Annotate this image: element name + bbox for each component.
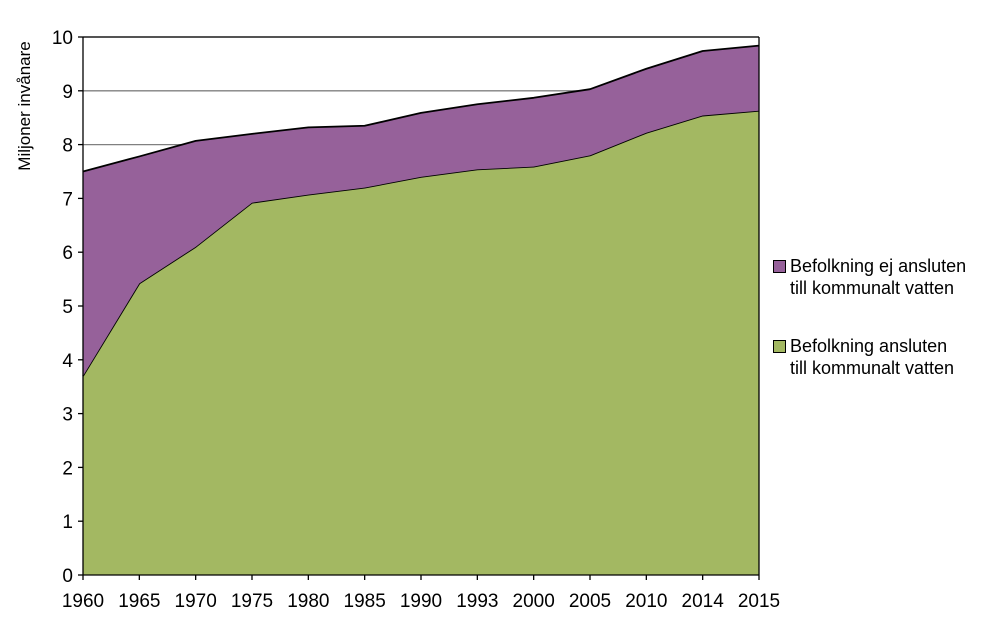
y-axis-label: Miljoner invånare [15, 41, 34, 170]
x-tick-label: 1975 [231, 591, 273, 612]
legend-item-ansluten: Befolkning ansluten till kommunalt vatte… [773, 335, 1003, 379]
x-tick-label: 1985 [344, 591, 386, 612]
x-tick-label: 2014 [682, 591, 725, 612]
x-tick-label: 2010 [625, 591, 667, 612]
x-tick-label: 2005 [569, 591, 611, 612]
y-tick-label: 5 [62, 297, 73, 318]
area-layer [82, 44, 760, 576]
y-tick-label: 0 [62, 566, 73, 587]
x-tick-label: 1970 [175, 591, 217, 612]
y-tick-labels: 0 1 2 3 4 5 6 7 8 9 10 [52, 28, 74, 587]
axes [78, 36, 760, 580]
x-tick-labels: 1960 1965 1970 1975 1980 1985 1990 1993 2000 2005… [62, 591, 780, 612]
x-tick-label: 2015 [738, 591, 780, 612]
x-tick-label: 1965 [118, 591, 160, 612]
y-tick-label: 3 [62, 405, 73, 426]
y-tick-label: 6 [62, 243, 73, 264]
y-tick-label: 1 [62, 512, 73, 533]
y-tick-label: 10 [52, 28, 73, 49]
y-tick-label: 9 [62, 82, 73, 103]
legend-swatch-ej-ansluten [773, 260, 786, 273]
legend-label-ansluten: Befolkning ansluten till kommunalt vatte… [790, 336, 955, 378]
x-tick-label: 1993 [456, 591, 498, 612]
area-series-0 [83, 110, 759, 576]
x-tick-label: 1960 [62, 591, 104, 612]
y-tick-label: 7 [62, 189, 73, 210]
y-tick-label: 4 [62, 351, 73, 372]
y-tick-label: 2 [62, 458, 73, 479]
y-tick-label: 8 [62, 136, 73, 157]
x-tick-label: 1980 [287, 591, 329, 612]
legend: Befolkning ej ansluten till kommunalt va… [773, 255, 1003, 415]
x-tick-label: 1990 [400, 591, 442, 612]
legend-label-ej-ansluten: Befolkning ej ansluten till kommunalt va… [790, 256, 967, 298]
x-tick-label: 2000 [513, 591, 555, 612]
area-series-1 [83, 45, 759, 376]
legend-item-ej-ansluten: Befolkning ej ansluten till kommunalt va… [773, 255, 1003, 299]
legend-swatch-ansluten [773, 340, 786, 353]
series-line-1 [82, 44, 760, 173]
